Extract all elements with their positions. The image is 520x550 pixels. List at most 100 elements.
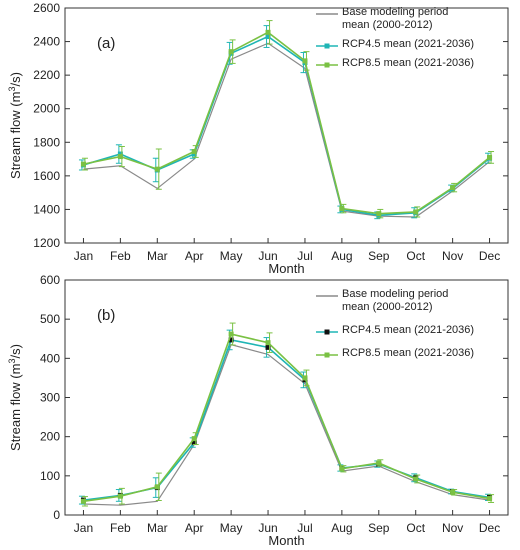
data-point xyxy=(228,331,234,337)
legend-label: Base modeling period xyxy=(342,288,448,300)
data-point xyxy=(413,209,419,215)
data-point xyxy=(117,493,123,499)
legend-marker xyxy=(324,352,330,358)
data-point xyxy=(191,440,197,446)
data-point xyxy=(450,489,456,495)
y-tick-label: 1200 xyxy=(33,236,60,250)
data-point xyxy=(413,476,419,482)
y-tick-label: 200 xyxy=(40,430,60,444)
series-line xyxy=(83,343,490,506)
series-line xyxy=(83,339,490,501)
data-point xyxy=(117,154,123,160)
y-axis-title: Stream flow (m3/s) xyxy=(7,344,23,451)
x-tick-label: Jul xyxy=(297,521,312,535)
legend-marker xyxy=(324,329,330,335)
y-tick-label: 0 xyxy=(53,508,60,522)
x-tick-label: Feb xyxy=(110,249,131,263)
data-point xyxy=(302,375,308,381)
x-tick-label: Feb xyxy=(110,521,131,535)
data-point xyxy=(376,460,382,466)
x-axis-title: Month xyxy=(268,261,304,276)
x-tick-label: Sep xyxy=(368,521,390,535)
legend-label: RCP8.5 mean (2021-2036) xyxy=(342,347,474,359)
panel-label: (a) xyxy=(97,35,115,52)
y-tick-label: 1400 xyxy=(33,202,60,216)
y-tick-label: 2600 xyxy=(33,1,60,15)
y-tick-label: 1600 xyxy=(33,169,60,183)
data-point xyxy=(376,211,382,217)
series-rcp85 xyxy=(80,322,495,507)
y-axis-title: Stream flow (m3/s) xyxy=(7,72,23,179)
data-point xyxy=(154,484,160,490)
data-point xyxy=(154,166,160,172)
y-tick-label: 300 xyxy=(40,391,60,405)
data-point xyxy=(228,337,234,343)
series-base xyxy=(83,42,490,218)
x-tick-label: Jun xyxy=(258,249,277,263)
y-tick-label: 2200 xyxy=(33,68,60,82)
x-tick-label: Jul xyxy=(297,249,312,263)
y-tick-label: 500 xyxy=(40,312,60,326)
legend-label: mean (2000-2012) xyxy=(342,19,433,31)
x-tick-label: Aug xyxy=(331,521,352,535)
y-tick-label: 2000 xyxy=(33,102,60,116)
series-rcp85 xyxy=(80,20,495,219)
y-tick-label: 100 xyxy=(40,469,60,483)
legend-label: Base modeling period xyxy=(342,6,448,18)
legend-label: RCP4.5 mean (2021-2036) xyxy=(342,38,474,50)
plot-frame xyxy=(64,279,509,516)
series-base xyxy=(83,343,490,506)
x-tick-label: Oct xyxy=(406,249,425,263)
x-tick-label: Jan xyxy=(74,249,93,263)
data-point xyxy=(339,206,345,212)
data-point xyxy=(487,496,493,502)
x-tick-label: Oct xyxy=(406,521,425,535)
legend-label: RCP8.5 mean (2021-2036) xyxy=(342,57,474,69)
series-line xyxy=(83,333,490,503)
x-tick-label: Apr xyxy=(185,521,204,535)
x-tick-label: Apr xyxy=(185,249,204,263)
legend-label: RCP4.5 mean (2021-2036) xyxy=(342,324,474,336)
data-point xyxy=(191,436,197,442)
x-tick-label: Mar xyxy=(147,249,168,263)
data-point xyxy=(487,154,493,160)
y-tick-label: 1800 xyxy=(33,135,60,149)
x-axis-title: Month xyxy=(268,533,304,548)
y-tick-label: 600 xyxy=(40,273,60,287)
chart-panel-a: 1200 1400 1600 1800 2000 2200 2400 2600 Jan Feb Ma… xyxy=(7,1,509,276)
data-point xyxy=(80,161,86,167)
x-tick-label: Mar xyxy=(147,521,168,535)
data-point xyxy=(265,344,271,350)
x-tick-label: May xyxy=(220,249,243,263)
data-point xyxy=(191,149,197,155)
data-point xyxy=(265,340,271,346)
chart-panel-b: 0 100 200 300 400 500 600 Jan Feb Mar Apr May Jun Jul… xyxy=(7,273,509,548)
data-point xyxy=(80,498,86,504)
y-tick-label: 2400 xyxy=(33,35,60,49)
panel-label: (b) xyxy=(97,307,115,324)
x-tick-label: Dec xyxy=(479,521,500,535)
data-point xyxy=(265,29,271,35)
data-point xyxy=(265,34,271,40)
x-tick-label: May xyxy=(220,521,243,535)
data-point xyxy=(191,151,197,157)
data-point xyxy=(302,58,308,64)
x-tick-label: Jun xyxy=(258,521,277,535)
data-point xyxy=(228,49,234,55)
y-tick-label: 400 xyxy=(40,351,60,365)
data-point xyxy=(450,185,456,191)
x-tick-label: Nov xyxy=(442,249,463,263)
x-tick-label: Aug xyxy=(331,249,352,263)
legend-marker xyxy=(324,43,330,49)
plot-frame xyxy=(64,7,509,244)
series-line xyxy=(83,31,491,215)
x-tick-label: Dec xyxy=(479,249,500,263)
data-point xyxy=(339,466,345,472)
x-tick-label: Jan xyxy=(74,521,93,535)
legend-label: mean (2000-2012) xyxy=(342,301,433,313)
data-point xyxy=(117,151,123,157)
x-tick-label: Sep xyxy=(368,249,390,263)
